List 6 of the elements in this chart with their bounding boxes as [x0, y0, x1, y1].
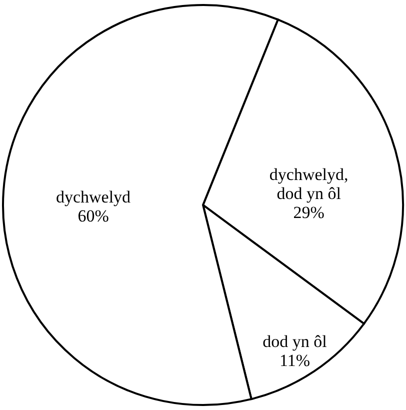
data-label: 11% [280, 351, 310, 370]
slice-label: dychwelyd, dod yn ôl [269, 165, 348, 204]
data-label: 60% [78, 206, 109, 226]
slice-label: dod yn ôl [262, 332, 328, 352]
data-label: 29% [293, 203, 324, 222]
slice-label: dychwelyd [56, 187, 132, 206]
